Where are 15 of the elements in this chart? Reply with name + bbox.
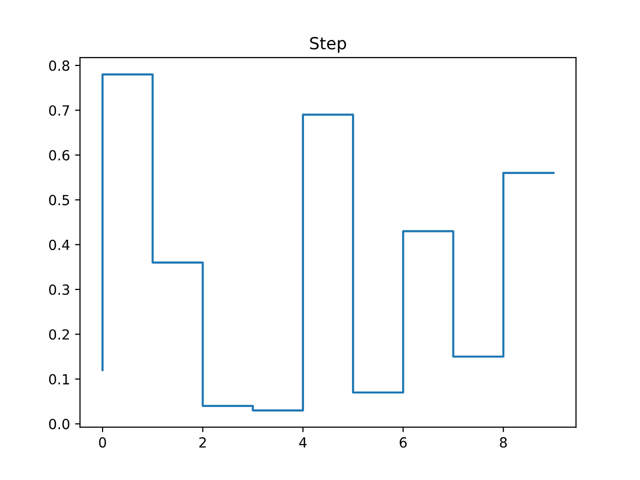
x-tick-label: 2 bbox=[199, 437, 206, 448]
y-tick-label: 0.6 bbox=[49, 150, 70, 161]
y-tick-label: 0.8 bbox=[49, 60, 70, 71]
x-tick-label: 4 bbox=[299, 437, 307, 448]
x-tick-label: 6 bbox=[400, 437, 407, 448]
y-tick-label: 0.5 bbox=[49, 194, 70, 206]
y-tick-label: 0.2 bbox=[49, 329, 69, 340]
y-tick-label: 0.4 bbox=[49, 240, 70, 250]
y-tick-label: 0.1 bbox=[49, 374, 69, 385]
x-tick-label: 8 bbox=[500, 437, 507, 448]
x-tick-label: 0 bbox=[99, 437, 106, 448]
y-tick-label: 0.3 bbox=[49, 284, 70, 295]
y-tick-label: 0.7 bbox=[49, 105, 70, 116]
y-tick-label: 0.0 bbox=[49, 418, 70, 430]
chart-title: Step bbox=[310, 36, 346, 53]
